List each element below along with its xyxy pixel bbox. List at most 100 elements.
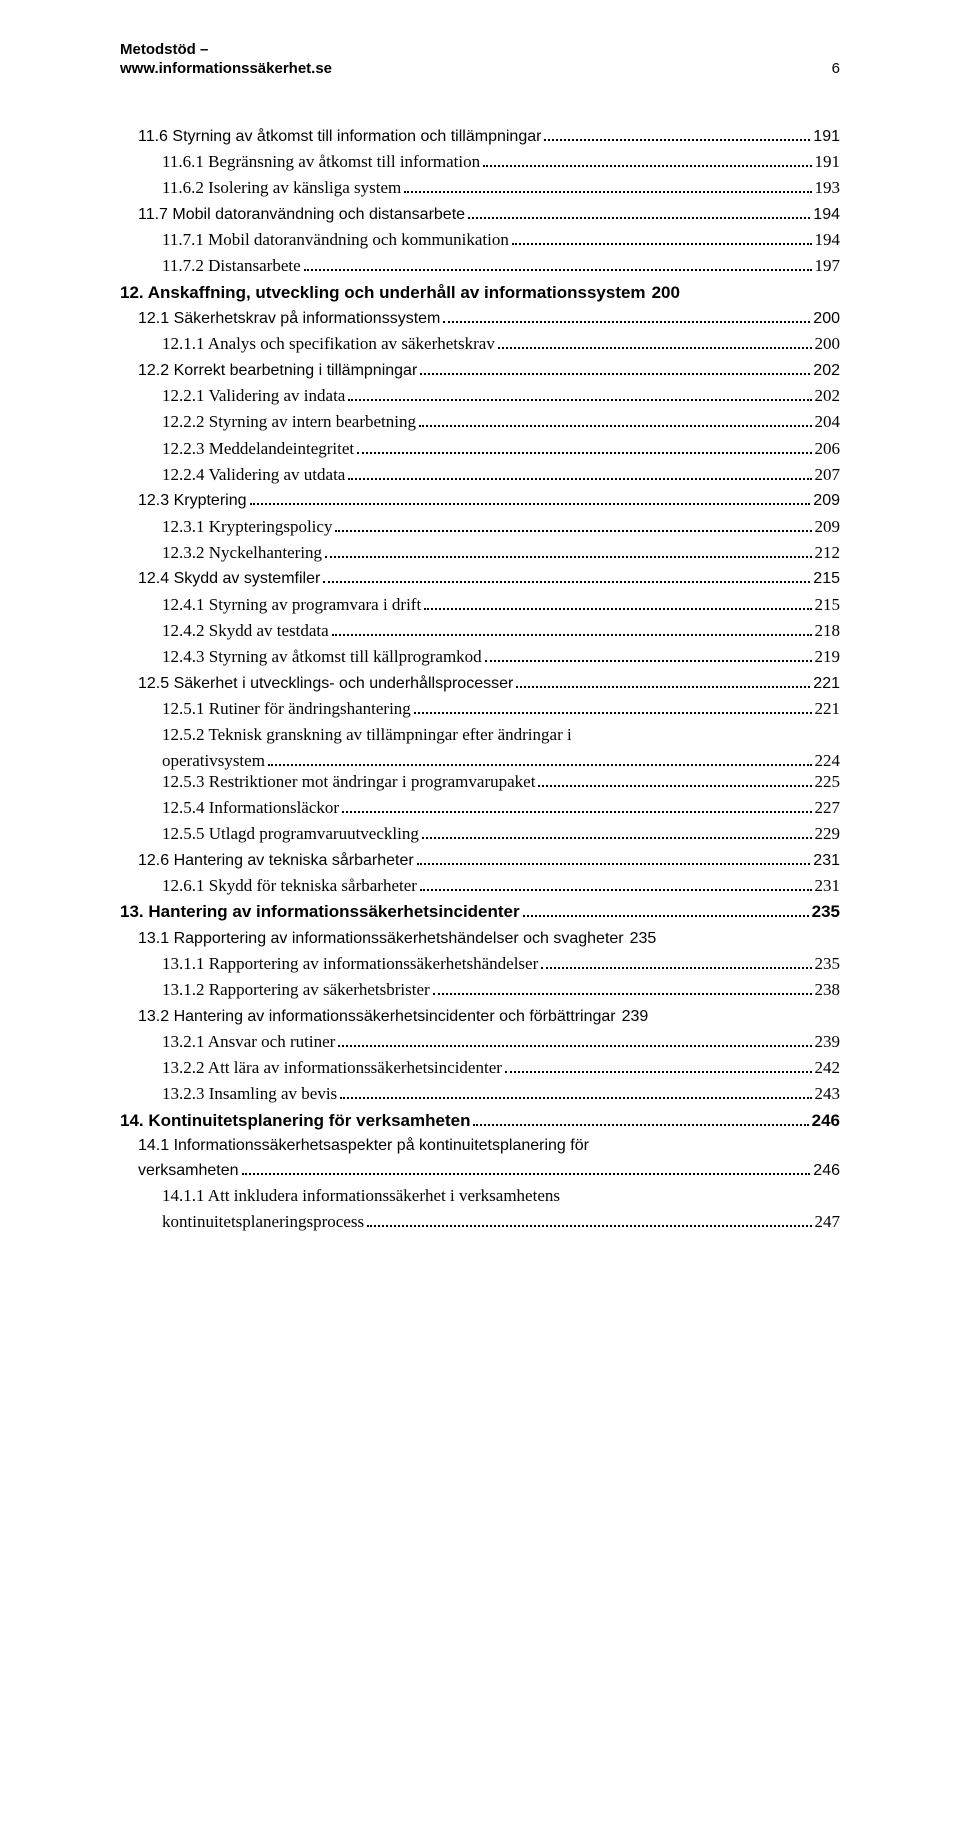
toc-page: 200 <box>815 334 841 354</box>
toc-leader <box>338 1032 811 1047</box>
toc-leader <box>483 152 811 167</box>
toc-page: 229 <box>815 824 841 844</box>
toc-entry: 11.7.2 Distansarbete197 <box>162 256 840 276</box>
toc-leader <box>367 1212 811 1227</box>
toc-leader <box>250 491 811 505</box>
toc-entry: 12.6 Hantering av tekniska sårbarheter23… <box>138 850 840 869</box>
toc-leader <box>505 1058 812 1073</box>
toc-page: 239 <box>622 1008 649 1026</box>
toc-label: 11.7.2 Distansarbete <box>162 256 301 276</box>
toc-label: 12.6.1 Skydd för tekniska sårbarheter <box>162 876 417 896</box>
toc-entry: 12.5 Säkerhet i utvecklings- och underhå… <box>138 673 840 692</box>
toc-entry: 12.2.4 Validering av utdata207 <box>162 465 840 485</box>
toc-entry: 12.5.3 Restriktioner mot ändringar i pro… <box>162 771 840 791</box>
toc-page: 246 <box>812 1111 840 1131</box>
toc-entry: 11.6.1 Begränsning av åtkomst till infor… <box>162 152 840 172</box>
toc-entry: 12.3 Kryptering209 <box>138 491 840 510</box>
toc-page: 191 <box>815 152 841 172</box>
toc-label: 12.5.1 Rutiner för ändringshantering <box>162 699 411 719</box>
toc-page: 215 <box>813 570 840 588</box>
toc-entry: 12.5.5 Utlagd programvaruutveckling 229 <box>162 824 840 844</box>
toc-label: 11.6.2 Isolering av känsliga system <box>162 178 401 198</box>
toc-page: 224 <box>815 751 841 771</box>
toc-leader <box>304 256 812 271</box>
toc-entry: 13.2 Hantering av informationssäkerhetsi… <box>138 1006 840 1025</box>
toc-page: 215 <box>815 595 841 615</box>
toc-entry: 12.3.1 Krypteringspolicy209 <box>162 516 840 536</box>
toc-page: 221 <box>813 675 840 693</box>
toc-page: 200 <box>652 283 680 303</box>
header-url: www.informationssäkerhet.se <box>120 60 332 77</box>
toc-label: 12.2.1 Validering av indata <box>162 386 345 406</box>
toc-label: 12.4.3 Styrning av åtkomst till källprog… <box>162 647 482 667</box>
toc-label: 12.4 Skydd av systemfiler <box>138 570 320 588</box>
toc-page: 212 <box>815 543 841 563</box>
toc-page: 209 <box>813 492 840 510</box>
toc-label: 13.1.2 Rapportering av säkerhetsbrister <box>162 980 430 1000</box>
toc-leader <box>443 309 810 323</box>
toc-label: 12.5 Säkerhet i utvecklings- och underhå… <box>138 675 513 693</box>
toc-label: 14.1.1 Att inkludera informationssäkerhe… <box>162 1186 840 1206</box>
toc-leader <box>424 594 811 609</box>
toc-leader <box>473 1110 808 1125</box>
toc-entry: 12.6.1 Skydd för tekniska sårbarheter231 <box>162 876 840 896</box>
toc-entry: 13.1 Rapportering av informationssäkerhe… <box>138 928 840 947</box>
toc-label: 13.2.1 Ansvar och rutiner <box>162 1032 335 1052</box>
toc-label: 12.5.5 Utlagd programvaruutveckling <box>162 824 419 844</box>
toc-entry: 12.2.3 Meddelandeintegritet206 <box>162 438 840 458</box>
toc-leader <box>422 824 812 839</box>
toc-entry: 13. Hantering av informationssäkerhetsin… <box>120 902 840 922</box>
toc-leader <box>340 1084 811 1099</box>
toc-entry: 11.7 Mobil datoranvändning och distansar… <box>138 204 840 223</box>
toc-leader <box>512 230 812 245</box>
toc-leader <box>348 465 811 480</box>
toc-label: 12.1 Säkerhetskrav på informationssystem <box>138 310 440 328</box>
toc-leader <box>335 516 811 531</box>
toc-page: 221 <box>815 699 841 719</box>
page-number: 6 <box>832 60 840 77</box>
toc-page: 231 <box>813 852 840 870</box>
toc-page: 243 <box>815 1084 841 1104</box>
toc-page: 247 <box>815 1212 841 1232</box>
toc-leader <box>544 127 810 141</box>
toc-page: 191 <box>813 128 840 146</box>
toc-leader <box>404 178 811 193</box>
toc-entry: 12.4.2 Skydd av testdata218 <box>162 621 840 641</box>
toc-entry: 11.6.2 Isolering av känsliga system 193 <box>162 178 840 198</box>
toc-page: 202 <box>813 362 840 380</box>
toc-page: 204 <box>815 412 841 432</box>
toc-label: 12.3.2 Nyckelhantering <box>162 543 322 563</box>
toc-leader <box>538 771 811 786</box>
toc-leader <box>468 204 810 218</box>
toc-leader <box>414 699 812 714</box>
toc-label: 14.1 Informationssäkerhetsaspekter på ko… <box>138 1137 840 1155</box>
toc-leader <box>242 1161 811 1175</box>
toc-entry: 12.4 Skydd av systemfiler 215 <box>138 569 840 588</box>
toc-entry: 14.1 Informationssäkerhetsaspekter på ko… <box>120 1137 840 1180</box>
toc-label: kontinuitetsplaneringsprocess <box>162 1212 364 1232</box>
toc-entry: 14.1.1 Att inkludera informationssäkerhe… <box>120 1186 840 1232</box>
toc-leader <box>417 850 811 864</box>
toc-leader <box>420 360 810 374</box>
toc-entry: 12.2.1 Validering av indata202 <box>162 386 840 406</box>
toc-label: 13.1.1 Rapportering av informationssäker… <box>162 954 538 974</box>
toc-entry: 12.4.3 Styrning av åtkomst till källprog… <box>162 647 840 667</box>
toc-leader <box>268 751 812 766</box>
toc-page: 193 <box>815 178 841 198</box>
toc-leader <box>357 438 811 453</box>
toc-entry: 11.6 Styrning av åtkomst till informatio… <box>138 127 840 146</box>
toc-entry: 12.4.1 Styrning av programvara i drift21… <box>162 594 840 614</box>
toc-page: 219 <box>815 647 841 667</box>
toc-entry: 13.2.3 Insamling av bevis243 <box>162 1084 840 1104</box>
toc-label: 12.3.1 Krypteringspolicy <box>162 517 332 537</box>
toc-label: 12.2.4 Validering av utdata <box>162 465 345 485</box>
toc-entry: 12.2.2 Styrning av intern bearbetning204 <box>162 412 840 432</box>
toc-label: 11.6 Styrning av åtkomst till informatio… <box>138 128 541 146</box>
toc-label: 12.2 Korrekt bearbetning i tillämpningar <box>138 362 417 380</box>
toc-page: 218 <box>815 621 841 641</box>
page-header: Metodstöd – www.informationssäkerhet.se … <box>120 40 840 77</box>
toc-leader <box>541 954 811 969</box>
toc-label: 12.2.3 Meddelandeintegritet <box>162 439 354 459</box>
toc-page: 239 <box>815 1032 841 1052</box>
toc-label: 14. Kontinuitetsplanering för verksamhet… <box>120 1111 470 1131</box>
